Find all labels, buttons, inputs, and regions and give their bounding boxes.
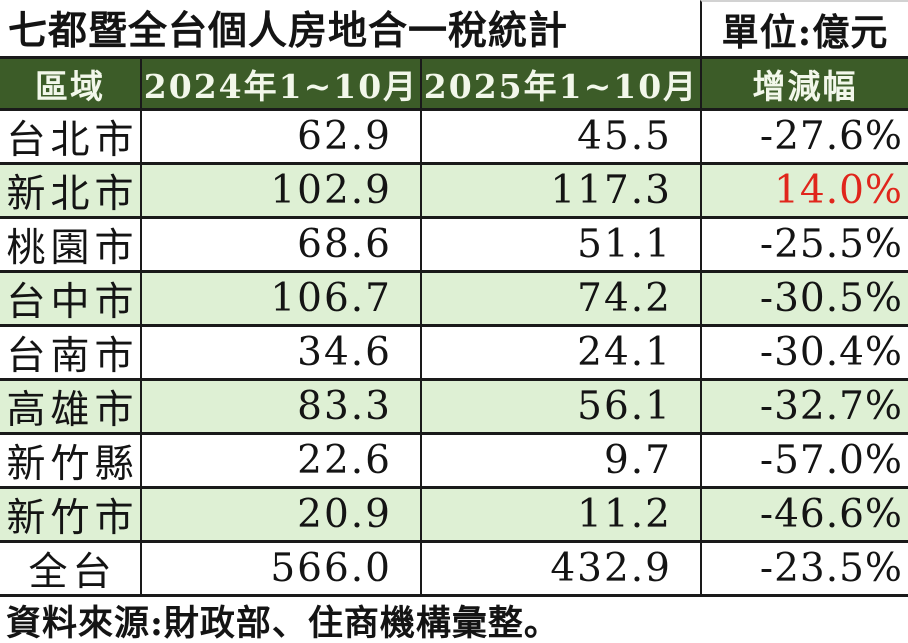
region-cell: 桃園市: [6, 225, 139, 271]
value-2024-cell: 62.9: [140, 111, 420, 162]
region-cell: 新北市: [6, 171, 139, 217]
header-2024: 2024年1~10月: [140, 59, 420, 108]
value-2025-cell: 51.1: [420, 219, 700, 270]
source-note: 資料來源:財政部、住商機構彙整。: [0, 594, 908, 643]
header-change: 增減幅: [700, 59, 908, 108]
change-cell-positive: 14.0%: [700, 165, 908, 216]
change-cell: -46.6%: [700, 489, 908, 540]
change-cell: -30.4%: [700, 327, 908, 378]
table-row: 新竹市 20.9 11.2 -46.6%: [0, 486, 908, 540]
change-cell: -25.5%: [700, 219, 908, 270]
change-cell: -23.5%: [700, 543, 908, 594]
value-2025-cell: 45.5: [420, 111, 700, 162]
region-cell: 高雄市: [6, 387, 139, 433]
table-row: 新北市 102.9 117.3 14.0%: [0, 162, 908, 216]
table-row: 台南市 34.6 24.1 -30.4%: [0, 324, 908, 378]
change-cell: -57.0%: [700, 435, 908, 486]
change-cell: -32.7%: [700, 381, 908, 432]
value-2025-cell: 9.7: [420, 435, 700, 486]
value-2025-cell: 24.1: [420, 327, 700, 378]
change-cell: -30.5%: [700, 273, 908, 324]
header-2025: 2025年1~10月: [420, 59, 700, 108]
region-cell: 台北市: [6, 117, 139, 163]
value-2025-cell: 74.2: [420, 273, 700, 324]
table-row-total: 全台 566.0 432.9 -23.5%: [0, 540, 908, 594]
region-cell: 台南市: [6, 333, 139, 379]
value-2024-cell: 34.6: [140, 327, 420, 378]
table-header-row: 區域 2024年1~10月 2025年1~10月 增減幅: [0, 56, 908, 108]
header-region: 區域: [35, 66, 105, 106]
table-row: 桃園市 68.6 51.1 -25.5%: [0, 216, 908, 270]
table-row: 台北市 62.9 45.5 -27.6%: [0, 108, 908, 162]
title-bar: 七都暨全台個人房地合一稅統計 單位:億元: [0, 0, 908, 56]
value-2025-cell: 432.9: [420, 543, 700, 594]
value-2024-cell: 106.7: [140, 273, 420, 324]
table-row: 高雄市 83.3 56.1 -32.7%: [0, 378, 908, 432]
value-2024-cell: 102.9: [140, 165, 420, 216]
unit-label: 單位:億元: [700, 0, 908, 56]
table-row: 新竹縣 22.6 9.7 -57.0%: [0, 432, 908, 486]
value-2024-cell: 68.6: [140, 219, 420, 270]
region-cell: 新竹縣: [6, 441, 139, 487]
page-title: 七都暨全台個人房地合一稅統計: [8, 8, 569, 54]
change-cell: -27.6%: [700, 111, 908, 162]
value-2025-cell: 117.3: [420, 165, 700, 216]
value-2024-cell: 22.6: [140, 435, 420, 486]
value-2025-cell: 56.1: [420, 381, 700, 432]
region-cell: 新竹市: [6, 495, 139, 541]
region-cell: 全台: [28, 549, 117, 595]
value-2025-cell: 11.2: [420, 489, 700, 540]
value-2024-cell: 20.9: [140, 489, 420, 540]
table-row: 台中市 106.7 74.2 -30.5%: [0, 270, 908, 324]
value-2024-cell: 83.3: [140, 381, 420, 432]
value-2024-cell: 566.0: [140, 543, 420, 594]
region-cell: 台中市: [6, 279, 139, 325]
